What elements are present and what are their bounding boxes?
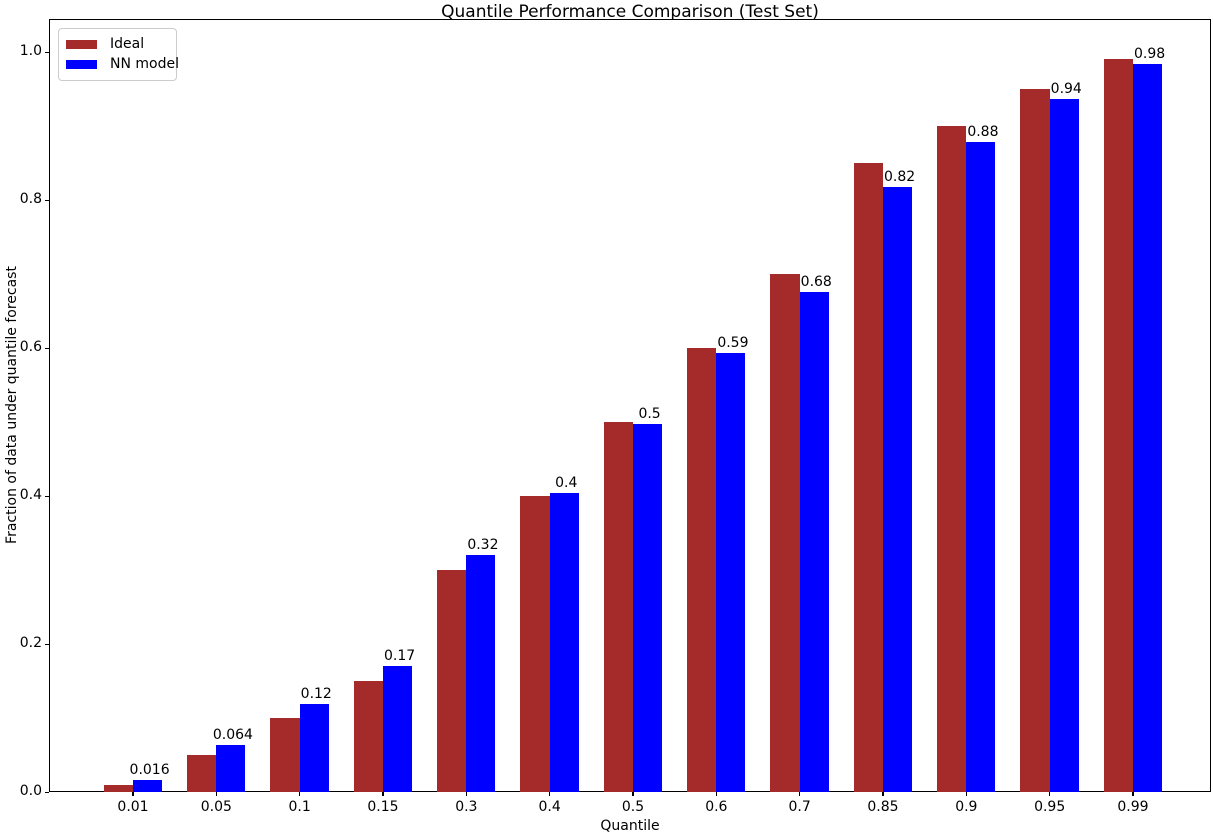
x-tick <box>549 792 551 796</box>
legend-label-nn-model: NN model <box>110 56 179 72</box>
x-tick-label: 0.3 <box>455 799 478 815</box>
legend: Ideal NN model <box>58 28 179 81</box>
x-tick-label: 0.95 <box>1034 799 1066 815</box>
bar-nn-model <box>1049 99 1079 792</box>
bar-ideal <box>603 422 633 792</box>
bar-value-label: 0.064 <box>212 726 253 743</box>
x-tick <box>132 792 134 796</box>
bar-value-label: 0.4 <box>555 475 578 492</box>
bar-nn-model <box>549 493 579 792</box>
bar-nn-model <box>466 555 496 792</box>
x-tick <box>882 792 884 796</box>
bar-value-label: 0.98 <box>1133 45 1166 62</box>
legend-label-ideal: Ideal <box>110 36 145 52</box>
bar-ideal <box>1020 89 1050 792</box>
y-tick-label: 1.0 <box>19 43 42 59</box>
x-tick-label: 0.99 <box>1117 799 1149 815</box>
bar-nn-model <box>299 703 329 792</box>
x-tick <box>382 792 384 796</box>
legend-swatch-ideal <box>66 39 97 49</box>
bar-value-label: 0.88 <box>967 123 999 140</box>
x-tick-label: 0.4 <box>538 799 561 815</box>
y-tick <box>45 495 49 497</box>
legend-item-ideal: Ideal <box>66 34 168 54</box>
bar-value-label: 0.32 <box>467 537 499 554</box>
x-tick <box>632 792 634 796</box>
y-tick <box>45 199 49 201</box>
x-tick <box>715 792 717 796</box>
x-tick <box>299 792 301 796</box>
bar-ideal <box>437 570 467 792</box>
bar-nn-model <box>799 291 829 792</box>
y-tick <box>45 791 49 793</box>
x-tick-label: 0.05 <box>200 799 232 815</box>
y-tick <box>45 347 49 349</box>
bar-ideal <box>270 718 300 792</box>
bar-ideal <box>937 126 967 792</box>
bar-nn-model <box>632 424 663 792</box>
x-tick <box>215 792 217 796</box>
x-axis-label: Quantile <box>600 818 660 834</box>
x-tick-label: 0.9 <box>955 799 978 815</box>
x-tick <box>965 792 967 796</box>
bar-value-label: 0.82 <box>883 168 916 185</box>
bar-value-label: 0.5 <box>638 406 661 423</box>
x-tick-label: 0.85 <box>867 799 899 815</box>
bar-value-label: 0.016 <box>129 762 170 779</box>
legend-item-nn-model: NN model <box>66 54 179 74</box>
bar-ideal <box>353 681 383 792</box>
x-tick-label: 0.01 <box>117 799 149 815</box>
bar-nn-model <box>382 666 413 792</box>
x-tick-label: 0.5 <box>621 799 645 815</box>
y-tick-label: 0.4 <box>19 487 42 503</box>
bar-value-label: 0.94 <box>1050 81 1082 98</box>
y-tick-label: 0.8 <box>19 191 42 207</box>
bar-value-label: 0.59 <box>717 335 749 352</box>
bar-nn-model <box>966 141 996 792</box>
x-tick <box>799 792 801 796</box>
bar-value-label: 0.68 <box>800 273 832 290</box>
bar-ideal <box>1103 59 1133 792</box>
bar-ideal <box>853 163 883 792</box>
legend-swatch-nn-model <box>66 59 97 69</box>
chart-title: Quantile Performance Comparison (Test Se… <box>441 2 819 22</box>
bar-ideal <box>687 348 717 792</box>
x-tick <box>1049 792 1051 796</box>
bar-nn-model <box>1132 63 1163 792</box>
x-tick <box>1132 792 1134 796</box>
x-tick-label: 0.15 <box>367 799 399 815</box>
bar-ideal <box>187 755 217 792</box>
bar-ideal <box>770 274 800 792</box>
bar-nn-model <box>216 744 246 792</box>
y-tick <box>45 643 49 645</box>
x-tick-label: 0.6 <box>705 799 728 815</box>
y-tick-label: 0.2 <box>19 635 42 651</box>
bar-ideal <box>103 784 133 792</box>
y-tick-label: 0.6 <box>19 339 42 355</box>
x-tick <box>465 792 467 796</box>
bar-nn-model <box>133 780 163 792</box>
x-tick-label: 0.1 <box>288 799 311 815</box>
bar-nn-model <box>716 353 746 792</box>
y-tick-label: 0.0 <box>19 783 42 799</box>
x-tick-label: 0.7 <box>788 799 811 815</box>
bar-nn-model <box>882 186 913 792</box>
bar-value-label: 0.12 <box>300 685 332 702</box>
bar-ideal <box>520 496 550 792</box>
y-tick <box>45 51 49 53</box>
bar-value-label: 0.17 <box>383 648 416 665</box>
